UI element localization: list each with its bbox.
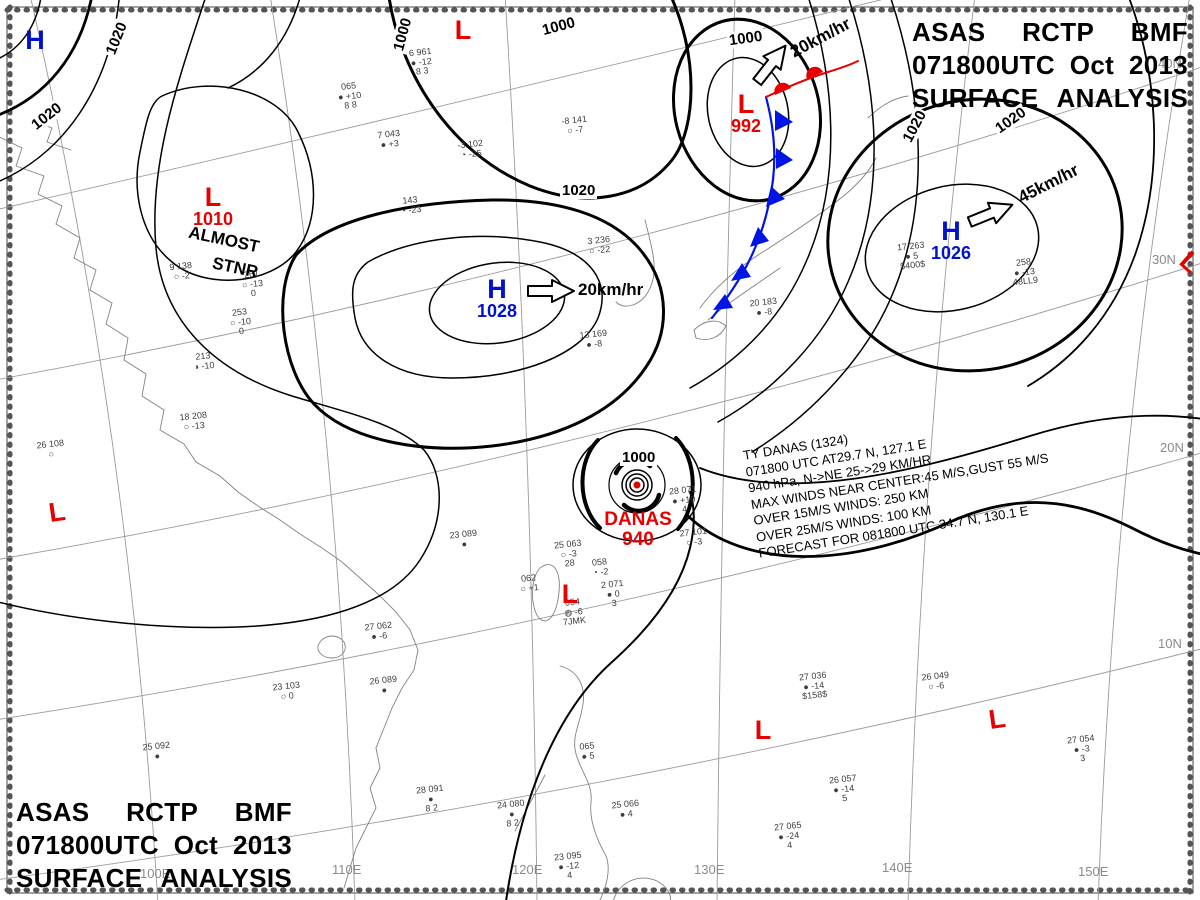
coastline — [867, 95, 909, 119]
movement-arrow — [966, 201, 1014, 228]
isobar — [0, 0, 42, 59]
title-word: SURFACE — [912, 83, 1039, 113]
coastline — [559, 665, 609, 900]
title-word: 2013 — [232, 830, 292, 860]
coastline — [317, 635, 346, 659]
isobar — [717, 0, 875, 423]
isobar — [1027, 0, 1155, 387]
cold-front-triangle — [776, 148, 793, 169]
typhoon-ring — [621, 492, 662, 514]
title-row: 071800UTC Oct 2013 — [912, 49, 1188, 82]
map-title-bottom-left: ASAS RCTP BMF 071800UTC Oct 2013 SURFACE ANALYS… — [16, 796, 292, 895]
isobar — [751, 0, 920, 453]
title-word: Oct — [173, 830, 219, 860]
graticule-line — [716, 0, 736, 900]
cold-front-triangle — [750, 227, 769, 247]
coastline — [693, 320, 727, 340]
title-word: ASAS — [16, 797, 90, 827]
isobar-high-1028 — [428, 261, 566, 345]
map-title-top-right: ASAS RCTP BMF 071800UTC Oct 2013 SURFACE ANALYS… — [912, 16, 1188, 115]
movement-arrow — [752, 44, 787, 86]
isobar-typhoon — [580, 438, 602, 530]
title-word: Oct — [1069, 50, 1115, 80]
isobar-1020 — [826, 97, 1124, 373]
isobar-low-992 — [706, 56, 790, 168]
typhoon-ring — [625, 473, 649, 497]
isobar — [699, 414, 1200, 485]
title-word: RCTP — [126, 797, 199, 827]
isobar-1000 — [671, 17, 823, 203]
coastline — [514, 774, 546, 832]
title-word: BMF — [234, 797, 292, 827]
isobar — [689, 0, 832, 389]
graticule-line — [0, 648, 1200, 880]
title-word: 071800UTC — [16, 830, 159, 860]
cold-front-triangle — [766, 186, 785, 207]
title-word: ANALYSIS — [160, 863, 292, 893]
title-word: BMF — [1130, 17, 1188, 47]
isobar-typhoon — [674, 436, 695, 531]
warm-front-semicircle — [806, 66, 823, 79]
graticule-line — [504, 0, 538, 900]
graticule-line — [0, 263, 1200, 560]
title-row: SURFACE ANALYSIS — [16, 862, 292, 895]
map-frame — [6, 6, 1194, 894]
isobar-1000 — [388, 0, 693, 200]
graticule-line — [270, 0, 356, 900]
typhoon-ring — [629, 477, 645, 493]
coastline — [615, 219, 655, 307]
coastline — [0, 136, 419, 889]
coastline — [29, 119, 72, 151]
title-word: RCTP — [1022, 17, 1095, 47]
title-word: SURFACE — [16, 863, 143, 893]
title-word: ANALYSIS — [1056, 83, 1188, 113]
cold-front-triangle — [713, 294, 733, 310]
isobar-high-1026 — [864, 183, 1040, 313]
movement-arrow — [527, 279, 575, 303]
coastline — [613, 877, 671, 900]
isobar — [0, 0, 440, 629]
cold-front-line — [710, 95, 776, 320]
isobar-1020 — [281, 198, 665, 450]
title-word: ASAS — [912, 17, 986, 47]
isobar — [351, 235, 603, 379]
isobar — [686, 501, 1200, 558]
graticule-line — [0, 452, 1200, 720]
isobar-typhoon-outer — [572, 428, 702, 542]
typhoon-center-dot — [633, 481, 641, 489]
graticule-line — [907, 0, 975, 900]
cold-front-triangle — [731, 263, 751, 281]
isobar — [0, 0, 93, 116]
title-word: 071800UTC — [912, 50, 1055, 80]
title-word: 2013 — [1128, 50, 1188, 80]
typhoon-ring — [621, 469, 653, 501]
cold-front-triangle — [775, 110, 793, 131]
graticule-line — [1097, 0, 1190, 900]
title-row: 071800UTC Oct 2013 — [16, 829, 292, 862]
coastline — [532, 564, 560, 622]
isobar — [0, 0, 120, 182]
graticule-line — [0, 0, 883, 210]
coastline — [699, 157, 877, 309]
isobar-low-1010 — [136, 85, 315, 281]
isobar — [505, 491, 695, 900]
title-row: ASAS RCTP BMF — [912, 16, 1188, 49]
title-row: ASAS RCTP BMF — [16, 796, 292, 829]
title-row: SURFACE ANALYSIS — [912, 82, 1188, 115]
warm-front-semicircle — [774, 82, 791, 95]
isobar — [227, 0, 301, 89]
